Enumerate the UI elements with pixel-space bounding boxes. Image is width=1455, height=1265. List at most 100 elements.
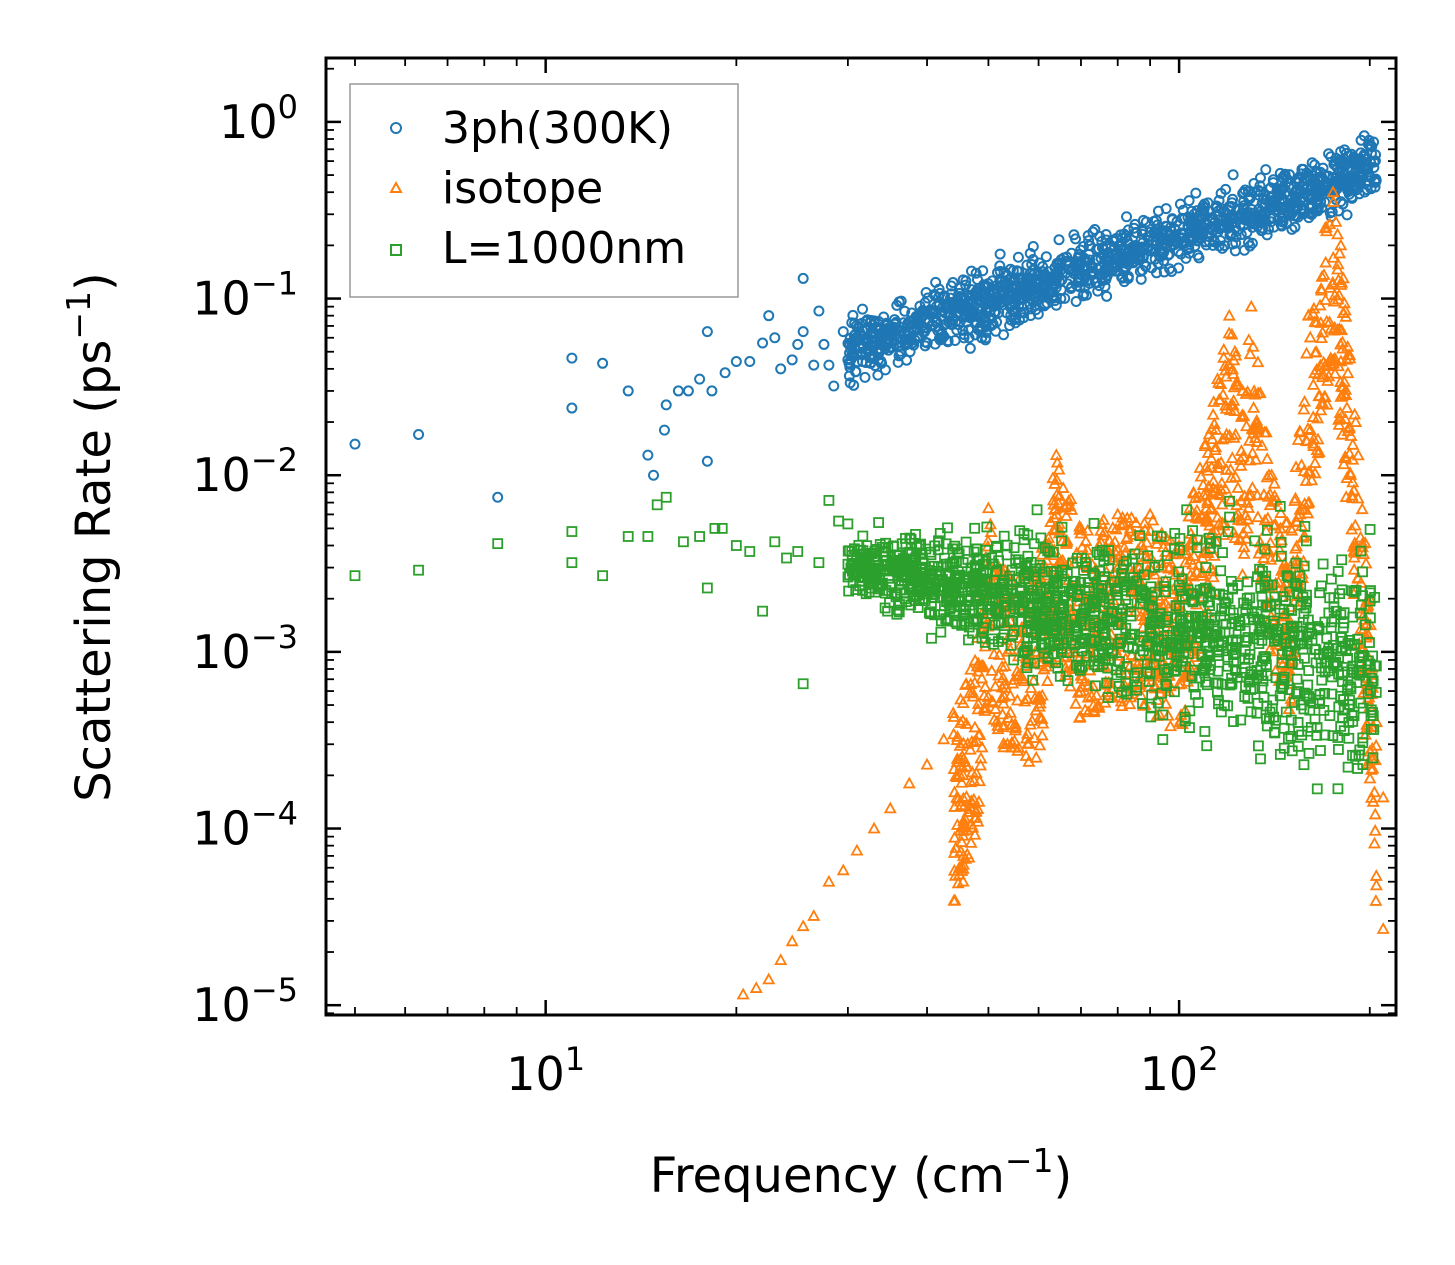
boundary-point xyxy=(1275,536,1287,548)
three-phonon-point xyxy=(996,293,1008,305)
isotope-point xyxy=(1228,344,1242,357)
three-phonon-point xyxy=(566,402,578,414)
boundary-point xyxy=(1005,639,1017,651)
isotope-point xyxy=(1313,358,1327,371)
three-phonon-point xyxy=(1140,216,1152,228)
isotope-point xyxy=(1331,262,1345,275)
isotope-point xyxy=(1364,791,1379,803)
boundary-point xyxy=(1199,726,1211,737)
isotope-point xyxy=(1099,675,1113,687)
isotope-point xyxy=(955,749,969,762)
isotope-point xyxy=(1248,387,1262,400)
isotope-point xyxy=(1040,674,1055,686)
isotope-point xyxy=(1071,685,1085,698)
isotope-point xyxy=(1162,561,1176,574)
boundary-point xyxy=(1315,745,1326,756)
isotope-point xyxy=(1337,457,1351,470)
isotope-point xyxy=(1299,433,1313,446)
isotope-point xyxy=(796,919,810,932)
isotope-point xyxy=(1333,375,1348,387)
three-phonon-point xyxy=(848,379,860,391)
three-phonon-point xyxy=(868,353,880,365)
boundary-point xyxy=(1333,744,1344,755)
y-tick-label-1e0: 100 xyxy=(219,88,298,149)
isotope-point xyxy=(1102,533,1117,546)
isotope-point xyxy=(1315,283,1329,296)
isotope-point xyxy=(1366,761,1380,774)
boundary-point xyxy=(622,531,634,542)
isotope-point xyxy=(1290,539,1304,552)
isotope-point xyxy=(749,981,763,993)
three-phonon-point xyxy=(1256,224,1268,236)
legend-label-isotope: isotope xyxy=(442,163,603,214)
boundary-point xyxy=(716,522,728,534)
three-phonon-point xyxy=(846,350,858,362)
three-phonon-point xyxy=(948,300,960,312)
isotope-point xyxy=(1034,712,1048,724)
y-axis-label: Scattering Rate (ps−1) xyxy=(59,272,122,802)
isotope-point xyxy=(1125,648,1139,660)
isotope-point xyxy=(1347,483,1361,496)
boundary-point xyxy=(597,570,609,582)
isotope-point xyxy=(1348,545,1362,558)
isotope-point xyxy=(1048,502,1062,515)
three-phonon-point xyxy=(1077,290,1089,302)
isotope-point xyxy=(1200,509,1214,522)
isotope-point xyxy=(1018,694,1032,707)
isotope-point xyxy=(969,766,983,779)
isotope-point xyxy=(1141,552,1155,564)
boundary-point xyxy=(797,678,809,690)
boundary-point xyxy=(1141,658,1153,670)
isotope-point xyxy=(1037,662,1051,675)
isotope-point xyxy=(1246,446,1260,458)
three-phonon-point xyxy=(928,289,940,301)
three-phonon-point xyxy=(1038,266,1050,278)
isotope-point xyxy=(953,716,967,728)
isotope-point xyxy=(1194,569,1208,581)
isotope-point xyxy=(1347,562,1361,575)
legend-label-3ph: 3ph(300K) xyxy=(442,103,673,154)
y-tick-label-1e-3: 10−3 xyxy=(192,618,298,679)
three-phonon-point xyxy=(970,298,982,310)
three-phonon-point xyxy=(566,352,578,364)
three-phonon-point xyxy=(1254,172,1266,184)
isotope-point xyxy=(1009,720,1023,732)
three-phonon-point xyxy=(1296,202,1308,214)
isotope-point xyxy=(902,776,916,789)
isotope-point xyxy=(1273,542,1287,555)
isotope-point xyxy=(1277,557,1291,569)
boundary-point xyxy=(1249,535,1261,547)
isotope-point xyxy=(1273,528,1287,541)
isotope-point xyxy=(964,836,978,848)
three-phonon-point xyxy=(775,363,787,375)
three-phonon-point xyxy=(1111,257,1123,269)
x-tick-label-10: 101 xyxy=(506,1040,585,1101)
three-phonon-point xyxy=(1083,235,1095,247)
isotope-point xyxy=(948,830,962,843)
three-phonon-point xyxy=(1100,274,1112,286)
isotope-point xyxy=(1218,359,1232,371)
isotope-point xyxy=(1340,401,1354,413)
isotope-point xyxy=(1257,487,1271,500)
isotope-point xyxy=(975,671,989,684)
three-phonon-point xyxy=(1230,237,1242,249)
isotope-point xyxy=(1263,536,1277,548)
isotope-point xyxy=(1341,366,1355,379)
isotope-point xyxy=(966,689,980,702)
three-phonon-point xyxy=(1160,203,1172,215)
three-phonon-point xyxy=(1101,290,1113,302)
three-phonon-point xyxy=(964,296,976,308)
three-phonon-point xyxy=(1014,285,1026,297)
isotope-point xyxy=(1231,507,1245,520)
isotope-point xyxy=(1331,257,1345,270)
isotope-point xyxy=(1328,288,1342,301)
isotope-point xyxy=(1327,294,1341,307)
three-phonon-point xyxy=(349,438,361,450)
isotope-point xyxy=(1205,422,1219,434)
isotope-point xyxy=(950,790,964,803)
isotope-point xyxy=(774,953,788,965)
three-phonon-point xyxy=(1108,235,1120,247)
three-phonon-point xyxy=(1288,197,1300,209)
three-phonon-point xyxy=(857,303,869,315)
